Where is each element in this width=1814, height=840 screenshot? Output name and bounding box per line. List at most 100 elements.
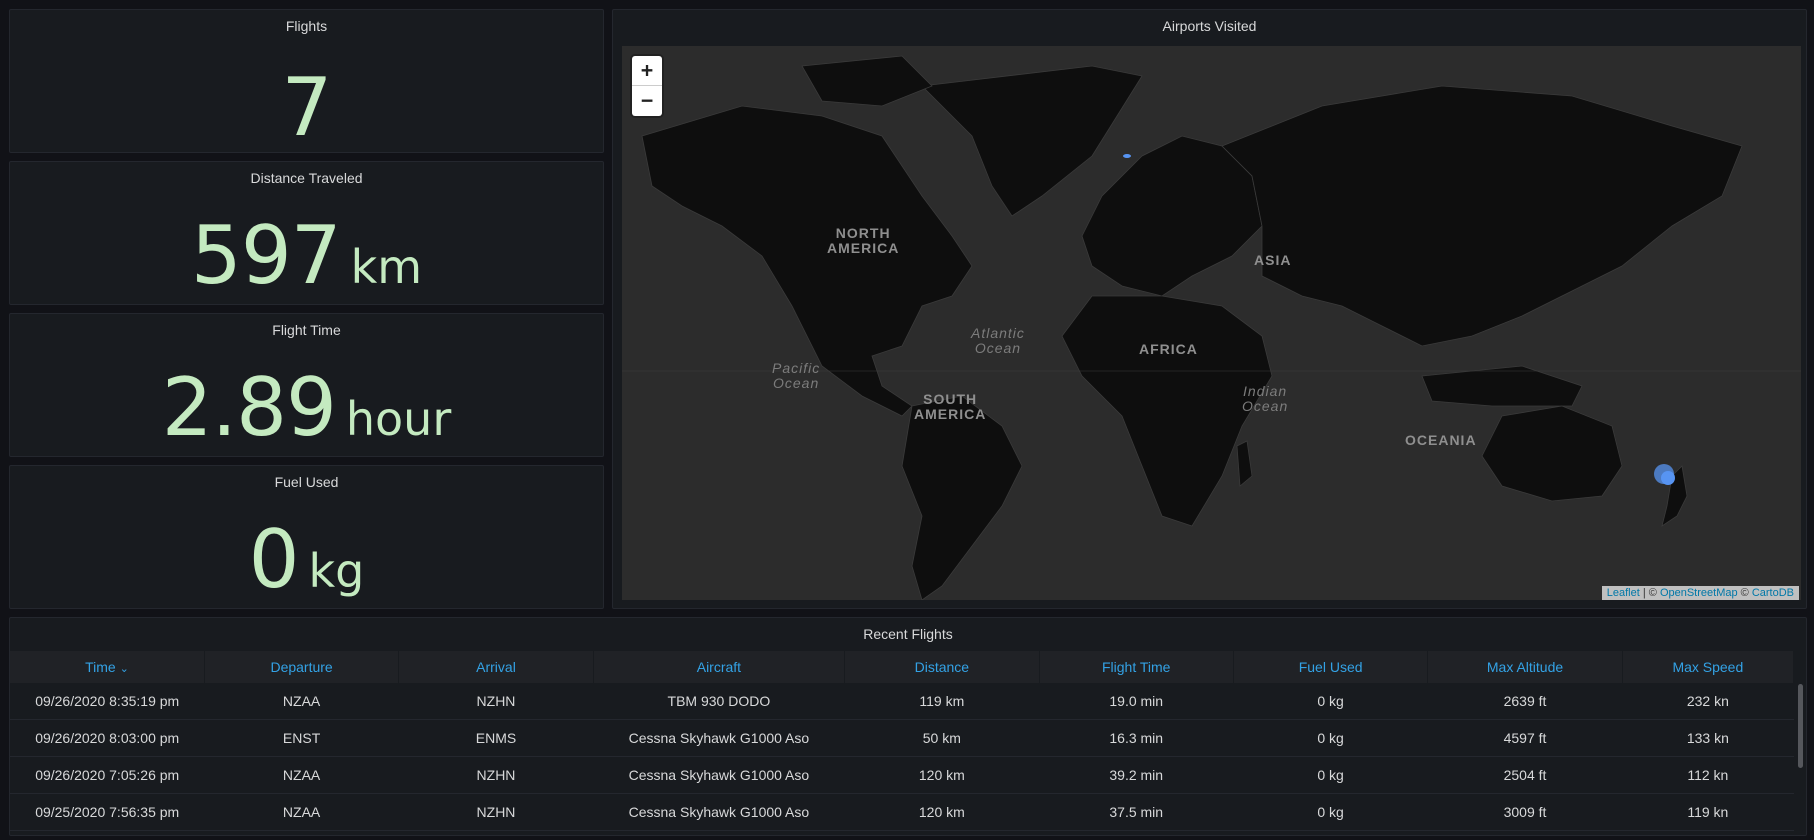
map-land: [622, 55, 1801, 600]
madagascar-shape: [1236, 440, 1253, 487]
cell-fuel-used: 0 kg: [1233, 683, 1428, 720]
cell-flight-time: 16.3 min: [1039, 719, 1234, 757]
flights-table-wrap: Time ⌄ Departure Arrival Aircraft Distan…: [10, 651, 1795, 831]
recent-flights-panel: Recent Flights Time ⌄ Departure Arrival …: [9, 617, 1807, 836]
leaflet-link[interactable]: Leaflet: [1606, 587, 1640, 599]
table-row[interactable]: 09/26/2020 8:35:19 pm NZAA NZHN TBM 930 …: [10, 683, 1794, 720]
cell-departure: ENST: [204, 719, 399, 757]
column-header-time[interactable]: Time ⌄: [10, 651, 205, 683]
panel-title: Recent Flights: [863, 626, 953, 642]
cell-flight-time: 37.5 min: [1039, 793, 1234, 831]
asia-shape: [1221, 85, 1743, 347]
label-asia: ASIA: [1254, 252, 1292, 268]
zoom-in-button[interactable]: +: [632, 56, 662, 86]
column-header-aircraft[interactable]: Aircraft: [593, 651, 846, 683]
cell-max-altitude: 4597 ft: [1427, 719, 1623, 757]
cell-distance: 50 km: [844, 719, 1040, 757]
cell-distance: 119 km: [844, 683, 1040, 720]
cell-fuel-used: 0 kg: [1233, 719, 1428, 757]
stat-panel-distance: Distance Traveled 597 km: [9, 161, 604, 305]
south-america-shape: [901, 395, 1023, 600]
stat-unit: hour: [345, 392, 452, 446]
cell-aircraft: Cessna Skyhawk G1000 Aso: [593, 719, 845, 757]
world-map[interactable]: NORTH AMERICA SOUTH AMERICA AFRICA ASIA …: [622, 46, 1801, 600]
label-north-america: NORTH AMERICA: [827, 225, 900, 256]
cell-aircraft: Cessna Skyhawk G1000 Aso: [593, 756, 845, 794]
cell-arrival: NZHN: [398, 683, 594, 720]
column-header-arrival[interactable]: Arrival: [398, 651, 594, 683]
cell-aircraft: TBM 930 DODO: [593, 683, 845, 720]
cell-max-altitude: 3009 ft: [1427, 793, 1623, 831]
cell-max-speed: 119 kn: [1622, 793, 1794, 831]
cell-departure: NZAA: [204, 756, 399, 794]
australia-shape: [1481, 405, 1623, 502]
table-header-row: Time ⌄ Departure Arrival Aircraft Distan…: [10, 651, 1795, 683]
osm-link[interactable]: OpenStreetMap: [1659, 587, 1738, 599]
stat-panel-flight-time: Flight Time 2.89 hour: [9, 313, 604, 457]
map-panel: Airports Visited: [612, 9, 1807, 609]
cell-max-speed: 112 kn: [1622, 756, 1794, 794]
attribution-sep: | ©: [1639, 587, 1660, 599]
label-atlantic-ocean: Atlantic Ocean: [971, 325, 1025, 356]
sort-desc-icon: ⌄: [119, 663, 129, 675]
column-header-departure[interactable]: Departure: [204, 651, 400, 683]
zoom-out-button[interactable]: −: [640, 88, 654, 112]
column-header-label: Time: [85, 659, 116, 675]
cartodb-link[interactable]: CartoDB: [1751, 587, 1794, 599]
stat-value: 2.89 hour: [10, 368, 603, 448]
column-header-max-altitude[interactable]: Max Altitude: [1427, 651, 1623, 683]
cell-max-speed: 133 kn: [1622, 719, 1794, 757]
stat-unit: km: [350, 240, 423, 294]
label-indian-ocean: Indian Ocean: [1242, 383, 1289, 414]
attribution-sep: ©: [1737, 587, 1752, 599]
cell-time: 09/26/2020 7:05:26 pm: [10, 756, 205, 794]
cell-arrival: NZHN: [398, 756, 594, 794]
table-row[interactable]: 09/26/2020 8:03:00 pm ENST ENMS Cessna S…: [10, 719, 1794, 757]
table-row[interactable]: 09/25/2020 7:56:35 pm NZAA NZHN Cessna S…: [10, 793, 1794, 831]
stat-unit: kg: [308, 544, 365, 598]
table-scrollbar[interactable]: [1798, 684, 1803, 768]
cell-max-speed: 232 kn: [1622, 683, 1794, 720]
cell-fuel-used: 0 kg: [1233, 756, 1428, 794]
se-asia-islands-shape: [1421, 365, 1583, 407]
airport-marker-enst[interactable]: [1123, 154, 1131, 158]
cell-max-altitude: 2504 ft: [1427, 756, 1623, 794]
cell-arrival: ENMS: [398, 719, 594, 757]
cell-flight-time: 19.0 min: [1039, 683, 1234, 720]
column-header-max-speed[interactable]: Max Speed: [1622, 651, 1795, 683]
cell-time: 09/25/2020 7:56:35 pm: [10, 793, 205, 831]
cell-max-altitude: 2639 ft: [1427, 683, 1623, 720]
stat-panel-fuel: Fuel Used 0 kg: [9, 465, 604, 609]
cell-departure: NZAA: [204, 683, 399, 720]
column-header-flight-time[interactable]: Flight Time: [1039, 651, 1234, 683]
panel-title: Fuel Used: [274, 474, 339, 490]
cell-aircraft: Cessna Skyhawk G1000 Aso: [593, 793, 845, 831]
table-row[interactable]: 09/26/2020 7:05:26 pm NZAA NZHN Cessna S…: [10, 756, 1794, 794]
label-pacific-ocean: Pacific Ocean: [772, 360, 821, 391]
stat-number: 2.89: [161, 361, 337, 454]
flights-table: Time ⌄ Departure Arrival Aircraft Distan…: [10, 651, 1795, 831]
stat-number: 0: [248, 513, 300, 606]
zoom-control: + −: [632, 56, 662, 116]
map-attribution: Leaflet | © OpenStreetMap © CartoDB: [1601, 586, 1799, 600]
europe-shape: [1081, 135, 1263, 297]
label-africa: AFRICA: [1139, 341, 1198, 357]
column-header-fuel-used[interactable]: Fuel Used: [1233, 651, 1429, 683]
cell-fuel-used: 0 kg: [1233, 793, 1428, 831]
cell-flight-time: 39.2 min: [1039, 756, 1234, 794]
stat-panel-flights: Flights 7: [9, 9, 604, 153]
greenland-shape: [921, 65, 1143, 217]
arctic-islands-shape: [801, 55, 933, 107]
cell-distance: 120 km: [844, 756, 1040, 794]
new-zealand-shape: [1661, 465, 1688, 527]
column-header-distance[interactable]: Distance: [844, 651, 1040, 683]
panel-title: Airports Visited: [1162, 18, 1257, 34]
cell-time: 09/26/2020 8:03:00 pm: [10, 719, 205, 757]
stat-value: 0 kg: [10, 520, 603, 600]
cell-departure: NZAA: [204, 793, 399, 831]
panel-title: Flight Time: [272, 322, 341, 338]
africa-shape: [1061, 295, 1273, 527]
stat-value: 597 km: [10, 216, 603, 296]
label-oceania: OCEANIA: [1405, 432, 1477, 448]
airport-marker-nzhn[interactable]: [1661, 471, 1675, 485]
